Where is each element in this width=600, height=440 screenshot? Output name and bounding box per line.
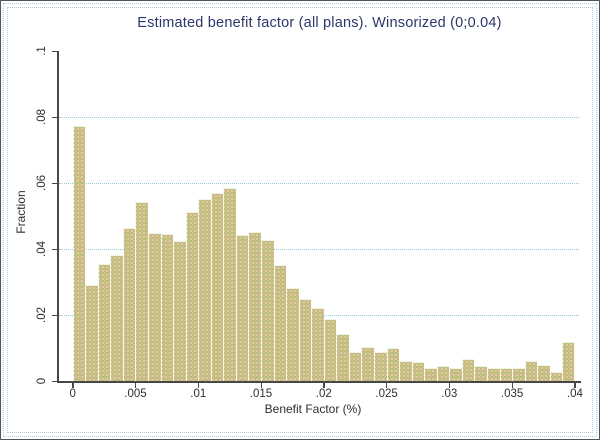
histogram-bar <box>524 360 538 382</box>
histogram-bar <box>361 347 374 382</box>
x-tick-label: .01 <box>190 388 207 400</box>
y-tick <box>51 380 58 383</box>
y-tick-label: 0 <box>36 378 48 385</box>
histogram-bar <box>411 362 425 382</box>
histogram-bar <box>298 298 312 382</box>
y-tick-label: .04 <box>36 241 48 258</box>
histogram-bar <box>210 192 224 382</box>
histogram-bar <box>148 232 161 382</box>
histogram-bar <box>374 351 387 382</box>
histogram-bar <box>173 241 186 382</box>
histogram-bar <box>311 308 324 382</box>
x-tick-label: .005 <box>124 388 147 400</box>
x-axis-title: Benefit Factor (%) <box>264 402 362 416</box>
chart-title: Estimated benefit factor (all plans). Wi… <box>137 15 502 31</box>
histogram-bar <box>72 126 86 382</box>
histogram-bar <box>336 334 349 382</box>
histogram-bar <box>562 342 575 382</box>
histogram-bar <box>85 284 98 382</box>
histogram-bar <box>185 212 199 382</box>
y-axis-title: Fraction <box>14 190 28 234</box>
y-tick-label: .02 <box>36 307 48 324</box>
x-tick <box>386 382 388 389</box>
histogram-bar <box>512 368 525 382</box>
histogram-bar <box>424 368 437 382</box>
histogram-bar <box>537 364 550 382</box>
histogram-bar <box>261 240 274 382</box>
histogram-bar <box>386 348 400 382</box>
histogram-bar <box>273 264 287 382</box>
histogram-bar <box>248 232 262 382</box>
x-tick <box>197 382 200 389</box>
histogram-bar <box>110 254 123 382</box>
y-gridline <box>59 249 579 251</box>
histogram-bar <box>348 351 362 382</box>
histogram-bar <box>461 358 475 382</box>
x-tick <box>574 382 576 389</box>
y-tick-label: .08 <box>36 109 48 126</box>
histogram-bar <box>499 368 513 382</box>
x-tick <box>135 382 137 389</box>
histogram-bar <box>399 360 412 382</box>
y-tick-label: .1 <box>36 46 48 57</box>
x-tick <box>323 382 325 389</box>
y-gridline <box>59 183 579 185</box>
y-gridline <box>59 117 579 119</box>
y-tick <box>51 116 58 119</box>
y-tick <box>51 314 58 317</box>
x-axis-line <box>57 381 582 383</box>
x-tick-label: .015 <box>249 388 273 400</box>
x-tick-label: .03 <box>441 388 458 400</box>
histogram-bar <box>286 287 299 382</box>
histogram-bar <box>198 199 211 382</box>
y-tick <box>51 182 58 185</box>
histogram-bar <box>122 227 136 382</box>
x-tick <box>448 382 451 389</box>
x-tick <box>511 382 513 389</box>
histogram-bar <box>487 368 500 382</box>
histogram-bar <box>135 202 149 382</box>
x-tick-label: .04 <box>566 388 583 400</box>
x-tick-label: .025 <box>375 388 398 400</box>
histogram-bar <box>160 233 174 382</box>
x-tick <box>260 382 262 389</box>
histogram-bar <box>235 235 249 382</box>
y-tick-label: .06 <box>36 175 48 192</box>
y-tick <box>51 50 58 53</box>
x-tick-label: 0 <box>69 388 76 400</box>
y-axis-line <box>57 51 59 383</box>
x-tick-label: .02 <box>315 388 332 400</box>
histogram-bar <box>549 371 563 382</box>
histogram-bar <box>97 263 111 382</box>
x-tick <box>72 382 74 389</box>
histogram-bar <box>436 365 450 382</box>
histogram-bar <box>474 366 487 382</box>
histogram-bar <box>223 187 236 382</box>
x-tick-label: .035 <box>500 388 524 400</box>
histogram-bar <box>449 368 462 382</box>
y-tick <box>51 248 58 251</box>
histogram-bar <box>323 318 337 382</box>
